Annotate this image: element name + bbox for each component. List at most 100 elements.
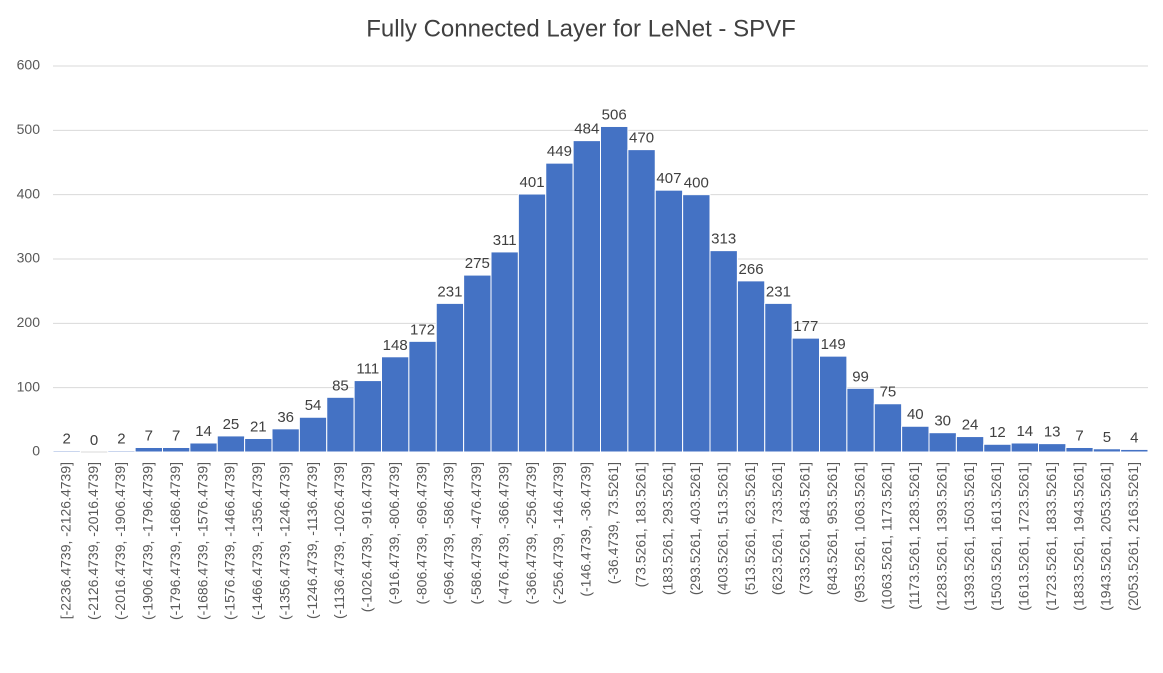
- x-tick-label: (-1136.4739, -1026.4739]: [331, 462, 347, 619]
- data-label: 14: [195, 423, 212, 440]
- data-label: 5: [1103, 429, 1111, 446]
- y-tick-label: 400: [17, 185, 41, 201]
- data-label: 7: [1075, 427, 1083, 444]
- data-label: 148: [383, 337, 408, 354]
- y-tick-label: 300: [17, 250, 41, 266]
- x-tick-label: (403.5261, 513.5261]: [714, 462, 730, 595]
- x-tick-label: (843.5261, 953.5261]: [824, 462, 840, 595]
- bar: [298, 416, 328, 453]
- data-label: 40: [907, 406, 924, 423]
- x-tick-label: (2053.5261, 2163.5261]: [1125, 462, 1141, 611]
- bar: [736, 280, 766, 453]
- data-label: 7: [145, 427, 153, 444]
- bar: [1010, 442, 1039, 453]
- data-label: 172: [410, 321, 435, 338]
- bar: [1120, 448, 1149, 453]
- x-tick-label: (1393.5261, 1503.5261]: [961, 462, 977, 611]
- bar: [490, 251, 519, 453]
- bar: [955, 436, 985, 453]
- bar: [162, 446, 191, 453]
- x-tick-label: (-36.4739, 73.5261]: [605, 462, 621, 584]
- x-tick-label: (1063.5261, 1173.5261]: [879, 462, 895, 610]
- bar: [408, 340, 437, 453]
- x-tick-label: (1723.5261, 1833.5261]: [1043, 462, 1059, 611]
- bar: [572, 140, 601, 453]
- bar: [709, 250, 738, 453]
- x-tick-label: (1173.5261, 1283.5261]: [906, 462, 922, 610]
- data-label: 401: [520, 174, 545, 191]
- data-label: 311: [493, 232, 517, 249]
- y-tick-label: 100: [17, 378, 41, 394]
- x-tick-label: (-476.4739, -366.4739]: [495, 462, 511, 604]
- y-tick-label: 200: [17, 314, 41, 330]
- data-label: 24: [962, 417, 979, 434]
- x-tick-label: (-806.4739, -696.4739]: [413, 462, 429, 604]
- data-label: 13: [1044, 424, 1061, 441]
- data-label: 266: [739, 261, 764, 278]
- data-label: 231: [437, 283, 462, 300]
- bar: [463, 274, 492, 453]
- bar: [545, 162, 574, 453]
- x-tick-label: (-916.4739, -806.4739]: [386, 462, 402, 604]
- bar: [983, 443, 1012, 453]
- bar: [326, 396, 355, 453]
- data-label: 506: [602, 106, 627, 123]
- data-label: 149: [821, 336, 846, 353]
- x-tick-label: (-1906.4739, -1796.4739]: [140, 462, 156, 620]
- x-tick-label: (1613.5261, 1723.5261]: [1016, 462, 1032, 611]
- data-label: 85: [332, 377, 349, 394]
- bar: [107, 450, 136, 453]
- y-tick-label: 0: [32, 443, 40, 459]
- x-tick-label: (-696.4739, -586.4739]: [441, 462, 457, 604]
- bar: [435, 302, 465, 453]
- x-tick-label: (-1026.4739, -916.4739]: [359, 462, 375, 612]
- x-tick-label: (513.5261, 623.5261]: [742, 462, 758, 595]
- x-tick-label: (-256.4739, -146.4739]: [550, 462, 566, 604]
- y-tick-label: 500: [17, 121, 41, 137]
- x-tick-label: (1503.5261, 1613.5261]: [988, 462, 1004, 611]
- x-tick-label: (293.5261, 403.5261]: [687, 462, 703, 595]
- bar: [600, 125, 629, 453]
- data-label: 111: [356, 361, 379, 378]
- bar: [764, 302, 793, 453]
- data-label: 14: [1016, 423, 1033, 440]
- data-label: 177: [793, 318, 818, 335]
- data-label: 7: [172, 427, 180, 444]
- x-tick-label: (-586.4739, -476.4739]: [468, 462, 484, 604]
- x-tick-label: (953.5261, 1063.5261]: [851, 462, 867, 603]
- data-label: 4: [1130, 429, 1138, 446]
- x-tick-label: (-366.4739, -256.4739]: [523, 462, 539, 604]
- data-label: 36: [277, 409, 294, 426]
- bar: [381, 356, 410, 453]
- data-label: 30: [934, 413, 951, 430]
- data-label: 0: [90, 432, 98, 449]
- bar: [244, 437, 273, 453]
- x-tick-label: (733.5261, 843.5261]: [797, 462, 813, 595]
- bar: [1092, 448, 1122, 453]
- bar: [353, 380, 382, 453]
- x-tick-label: (183.5261, 293.5261]: [660, 462, 676, 595]
- data-label: 2: [63, 431, 71, 448]
- bar: [52, 450, 81, 453]
- bar: [873, 403, 903, 453]
- x-tick-label: (1283.5261, 1393.5261]: [933, 462, 949, 611]
- data-label: 2: [117, 431, 125, 448]
- data-label: 12: [989, 424, 1006, 441]
- data-label: 313: [711, 231, 736, 248]
- bar: [627, 149, 656, 453]
- x-tick-label: (-2126.4739, -2016.4739]: [85, 462, 101, 620]
- x-tick-label: (-2016.4739, -1906.4739]: [112, 462, 128, 620]
- x-tick-label: (-1796.4739, -1686.4739]: [167, 462, 183, 620]
- data-label: 275: [465, 255, 490, 272]
- bar: [1038, 443, 1067, 453]
- x-tick-label: (623.5261, 733.5261]: [769, 462, 785, 595]
- data-label: 407: [656, 170, 681, 187]
- x-tick-label: (-1246.4739, -1136.4739]: [304, 462, 320, 619]
- x-tick-label: (-1686.4739, -1576.4739]: [194, 462, 210, 620]
- data-label: 99: [852, 368, 869, 385]
- data-label: 400: [684, 175, 709, 192]
- data-label: 25: [223, 416, 240, 433]
- bar: [134, 446, 163, 453]
